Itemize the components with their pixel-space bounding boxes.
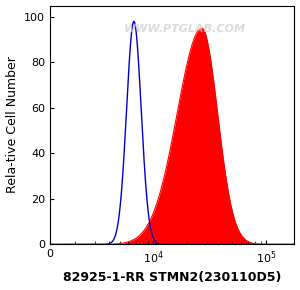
Y-axis label: Rela-tive Cell Number: Rela-tive Cell Number [6,57,19,193]
X-axis label: 82925-1-RR STMN2(230110D5): 82925-1-RR STMN2(230110D5) [63,271,281,284]
Text: WWW.PTGLAB.COM: WWW.PTGLAB.COM [123,24,245,35]
